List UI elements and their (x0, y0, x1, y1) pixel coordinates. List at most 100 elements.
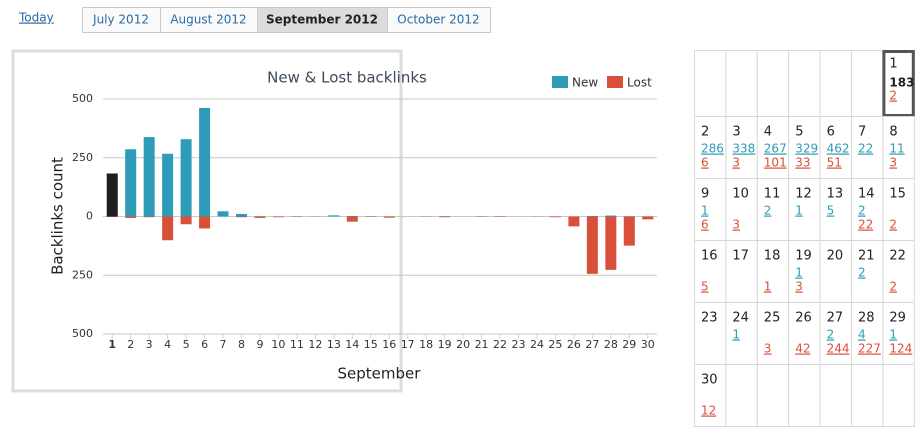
lost-count[interactable]: 42 (795, 342, 810, 356)
x-tick-label: 2 (127, 338, 134, 351)
x-tick-label: 30 (641, 338, 655, 351)
day-number: 12 (795, 187, 812, 202)
x-tick-label: 20 (456, 338, 470, 351)
day-number: 1 (889, 57, 897, 72)
lost-count[interactable]: 124 (889, 342, 912, 356)
lost-count[interactable]: 3 (795, 280, 803, 294)
x-tick-label: 3 (146, 338, 153, 351)
bar (199, 217, 210, 229)
month-tab-label[interactable]: October 2012 (397, 13, 479, 27)
month-tab-label[interactable]: August 2012 (170, 13, 246, 27)
bar (439, 217, 450, 218)
lost-count[interactable]: 6 (701, 156, 709, 170)
x-tick-label: 10 (271, 338, 285, 351)
x-tick-label: 13 (327, 338, 341, 351)
new-count[interactable]: 5 (827, 204, 835, 218)
new-count[interactable]: 11 (889, 142, 904, 156)
new-count[interactable]: 1 (795, 266, 803, 280)
x-tick-label: 8 (238, 338, 245, 351)
lost-count[interactable]: 244 (827, 342, 850, 356)
lost-count[interactable]: 1 (764, 280, 772, 294)
new-count[interactable]: 329 (795, 142, 818, 156)
day-number: 20 (827, 249, 844, 264)
bar (144, 217, 155, 218)
day-number: 4 (764, 125, 772, 140)
y-tick-label: 500 (72, 327, 93, 340)
bar (642, 217, 653, 220)
day-number: 18 (764, 249, 781, 264)
day-number: 3 (732, 125, 740, 140)
x-tick-label: 29 (622, 338, 636, 351)
legend-label: Lost (627, 76, 652, 90)
x-tick-label: 25 (548, 338, 562, 351)
lost-count[interactable]: 227 (858, 342, 881, 356)
lost-count[interactable]: 2 (889, 89, 897, 103)
x-tick-label: 1 (108, 338, 116, 351)
lost-count[interactable]: 6 (701, 218, 709, 232)
new-count[interactable]: 4 (858, 328, 866, 342)
x-tick-label: 5 (183, 338, 190, 351)
new-count[interactable]: 2 (858, 204, 866, 218)
lost-count[interactable]: 12 (701, 404, 716, 418)
lost-count[interactable]: 3 (889, 156, 897, 170)
bar (144, 137, 155, 216)
month-tab-label[interactable]: September 2012 (266, 13, 378, 27)
day-number: 28 (858, 311, 875, 326)
bar (347, 217, 358, 222)
x-tick-label: 28 (604, 338, 618, 351)
today-link[interactable]: Today (18, 11, 54, 25)
bar (199, 108, 210, 217)
lost-count[interactable]: 2 (889, 218, 897, 232)
bar (605, 216, 616, 217)
new-count[interactable]: 2 (827, 328, 835, 342)
new-count[interactable]: 1 (795, 204, 803, 218)
bar (236, 217, 247, 218)
day-number: 11 (764, 187, 781, 202)
calendar-cell (789, 51, 820, 117)
bar (568, 217, 579, 227)
new-count[interactable]: 2 (764, 204, 772, 218)
bar (384, 217, 395, 218)
bar (328, 215, 339, 216)
new-count[interactable]: 286 (701, 142, 724, 156)
bar (181, 217, 192, 225)
day-number: 10 (732, 187, 749, 202)
bar (125, 149, 136, 216)
new-count[interactable]: 1 (701, 204, 709, 218)
new-count[interactable]: 22 (858, 142, 873, 156)
calendar-cell (726, 51, 757, 117)
y-axis-label: Backlinks count (49, 157, 67, 275)
day-number: 21 (858, 249, 875, 264)
x-tick-label: 17 (401, 338, 415, 351)
x-tick-label: 26 (567, 338, 581, 351)
lost-count[interactable]: 33 (795, 156, 810, 170)
chart-title: New & Lost backlinks (267, 69, 427, 87)
new-count[interactable]: 267 (764, 142, 787, 156)
x-tick-label: 23 (512, 338, 526, 351)
legend-swatch (607, 76, 623, 88)
lost-count[interactable]: 2 (889, 280, 897, 294)
bar (605, 217, 616, 270)
day-number: 23 (701, 311, 718, 326)
new-count[interactable]: 2 (858, 266, 866, 280)
x-tick-label: 22 (493, 338, 507, 351)
new-count[interactable]: 338 (732, 142, 755, 156)
lost-count[interactable]: 51 (827, 156, 842, 170)
lost-count[interactable]: 3 (732, 156, 740, 170)
day-number: 16 (701, 249, 718, 264)
lost-count[interactable]: 5 (701, 280, 709, 294)
new-count[interactable]: 462 (827, 142, 850, 156)
month-tab-label[interactable]: July 2012 (92, 13, 149, 27)
new-count[interactable]: 1 (889, 328, 897, 342)
lost-count[interactable]: 101 (764, 156, 787, 170)
lost-count[interactable]: 3 (764, 342, 772, 356)
x-tick-label: 21 (475, 338, 489, 351)
new-count[interactable]: 1 (732, 328, 740, 342)
lost-count[interactable]: 3 (732, 218, 740, 232)
x-tick-label: 24 (530, 338, 544, 351)
calendar-cell (852, 51, 883, 117)
day-number: 13 (827, 187, 844, 202)
lost-count[interactable]: 22 (858, 218, 873, 232)
x-tick-label: 19 (438, 338, 452, 351)
